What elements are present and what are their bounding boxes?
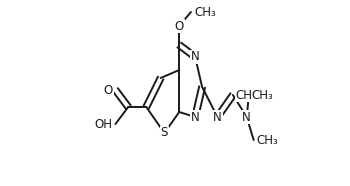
Text: CH: CH [236, 89, 253, 102]
Text: O: O [104, 84, 113, 97]
Text: N: N [213, 110, 222, 124]
Text: OH: OH [95, 118, 113, 131]
Text: CH₃: CH₃ [256, 134, 278, 147]
Text: N: N [191, 110, 199, 124]
Text: CH₃: CH₃ [194, 6, 216, 18]
Text: N: N [242, 110, 251, 124]
Text: N: N [191, 51, 199, 63]
Text: S: S [161, 126, 168, 140]
Text: O: O [175, 20, 184, 33]
Text: CH₃: CH₃ [252, 89, 273, 102]
